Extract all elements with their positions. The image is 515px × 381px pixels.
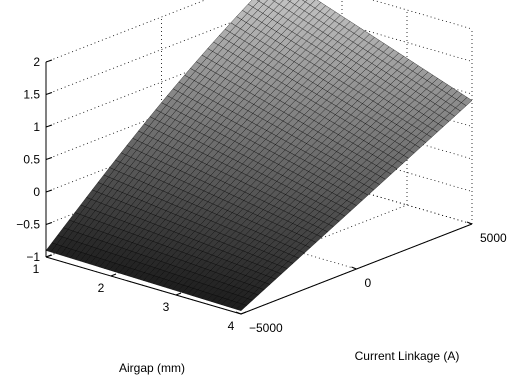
- x-tick-mark: [45, 254, 52, 258]
- x-tick-label: 3: [163, 300, 170, 314]
- y-tick-label: −5000: [249, 321, 283, 335]
- z-tick-label: 2: [33, 55, 40, 69]
- x-axis-label: Airgap (mm): [119, 361, 185, 375]
- z-tick-label: 1: [33, 120, 40, 134]
- x-tick-label: 1: [33, 262, 40, 276]
- y-axis-label: Current Linkage (A): [355, 349, 460, 363]
- z-tick-label: −0.5: [16, 218, 40, 232]
- z-tick-label: 0.5: [23, 153, 40, 167]
- z-tick-label: 1.5: [23, 88, 40, 102]
- z-tick-mark: [45, 222, 53, 225]
- surface-mesh: [45, 0, 473, 311]
- z-tick-mark: [45, 157, 53, 160]
- x-tick-label: 4: [228, 319, 235, 333]
- y-tick-label: 0: [365, 276, 372, 290]
- z-tick-mark: [45, 59, 53, 63]
- y-tick-label: 5000: [480, 231, 507, 245]
- y-tick-mark: [466, 221, 473, 225]
- x-tick-mark: [240, 311, 247, 315]
- x-tick-mark: [175, 292, 182, 296]
- x-tick-label: 2: [98, 281, 105, 295]
- z-tick-mark: [45, 189, 53, 193]
- y-tick-mark: [351, 266, 357, 270]
- x-axis-line: [45, 256, 242, 315]
- z-tick-mark: [45, 92, 53, 95]
- z-tick-mark: [45, 124, 53, 128]
- x-tick-mark: [110, 273, 117, 277]
- y-tick-mark: [235, 311, 242, 315]
- surface-patch: [235, 303, 248, 311]
- z-tick-label: 0: [33, 185, 40, 199]
- z-tick-label: −1: [26, 250, 40, 264]
- tick-layer: −1 −0.5 0 0.5 1 1.5 2 1 2 3 4 −5000 0 5000: [16, 55, 507, 335]
